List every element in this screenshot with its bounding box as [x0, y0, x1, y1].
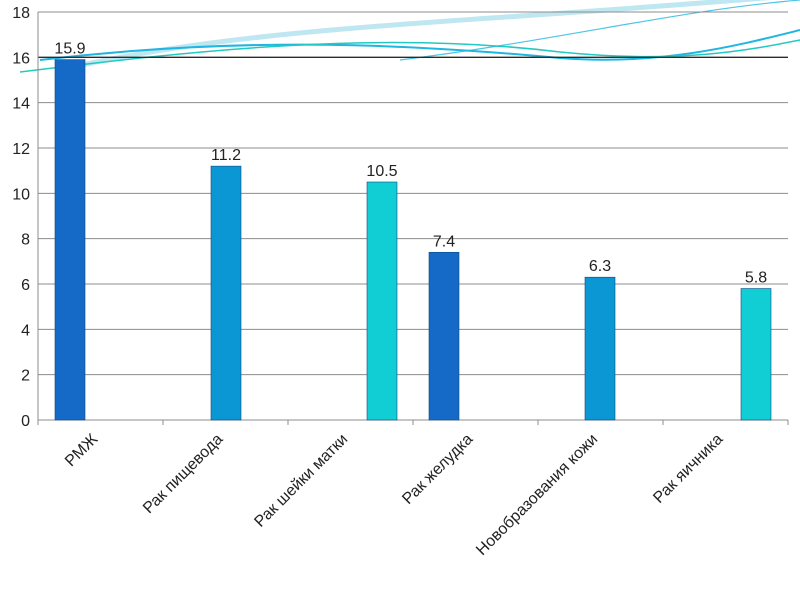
data-label: 6.3 [589, 258, 611, 275]
bar [740, 288, 772, 421]
bar [54, 59, 86, 421]
category-labels: РМЖ Рак пищевода Рак шейки матки Рак желудк… [62, 431, 726, 559]
bar [428, 251, 460, 421]
wave-line [399, 0, 800, 61]
wave-decoration [19, 0, 800, 73]
y-tick-label: 0 [21, 413, 30, 430]
y-tick-label: 18 [12, 5, 30, 22]
y-tick-label: 10 [12, 186, 30, 203]
y-tick-label: 12 [12, 141, 30, 158]
y-tick-label: 16 [12, 50, 30, 67]
y-axis-ticks: 0 2 4 6 8 10 12 14 16 18 [12, 5, 30, 430]
category-label: Рак желудка [399, 431, 476, 508]
category-label: РМЖ [62, 431, 101, 470]
bar [366, 181, 398, 421]
category-label: Рак пищевода [140, 431, 226, 517]
data-label: 11.2 [211, 147, 241, 164]
y-tick-label: 14 [12, 96, 30, 113]
bar [584, 276, 616, 421]
y-tick-label: 6 [21, 277, 30, 294]
y-tick-label: 4 [21, 322, 30, 339]
data-label: 10.5 [366, 163, 397, 180]
wave-line [39, 29, 800, 61]
category-label: Рак шейки матки [251, 431, 351, 531]
bar [210, 165, 242, 421]
data-label: 15.9 [54, 41, 85, 58]
category-label: Новобразования кожи [473, 431, 601, 559]
category-label: Рак яичника [650, 431, 726, 507]
bars [54, 59, 772, 421]
wave-line [59, 0, 771, 73]
data-labels: 15.9 11.2 10.5 7.4 6.3 5.8 [54, 41, 767, 287]
y-tick-label: 2 [21, 368, 30, 385]
y-tick-label: 8 [21, 232, 30, 249]
data-label: 7.4 [433, 233, 455, 250]
data-label: 5.8 [745, 270, 767, 287]
grid-lines [37, 11, 789, 425]
wave-line [19, 39, 800, 73]
